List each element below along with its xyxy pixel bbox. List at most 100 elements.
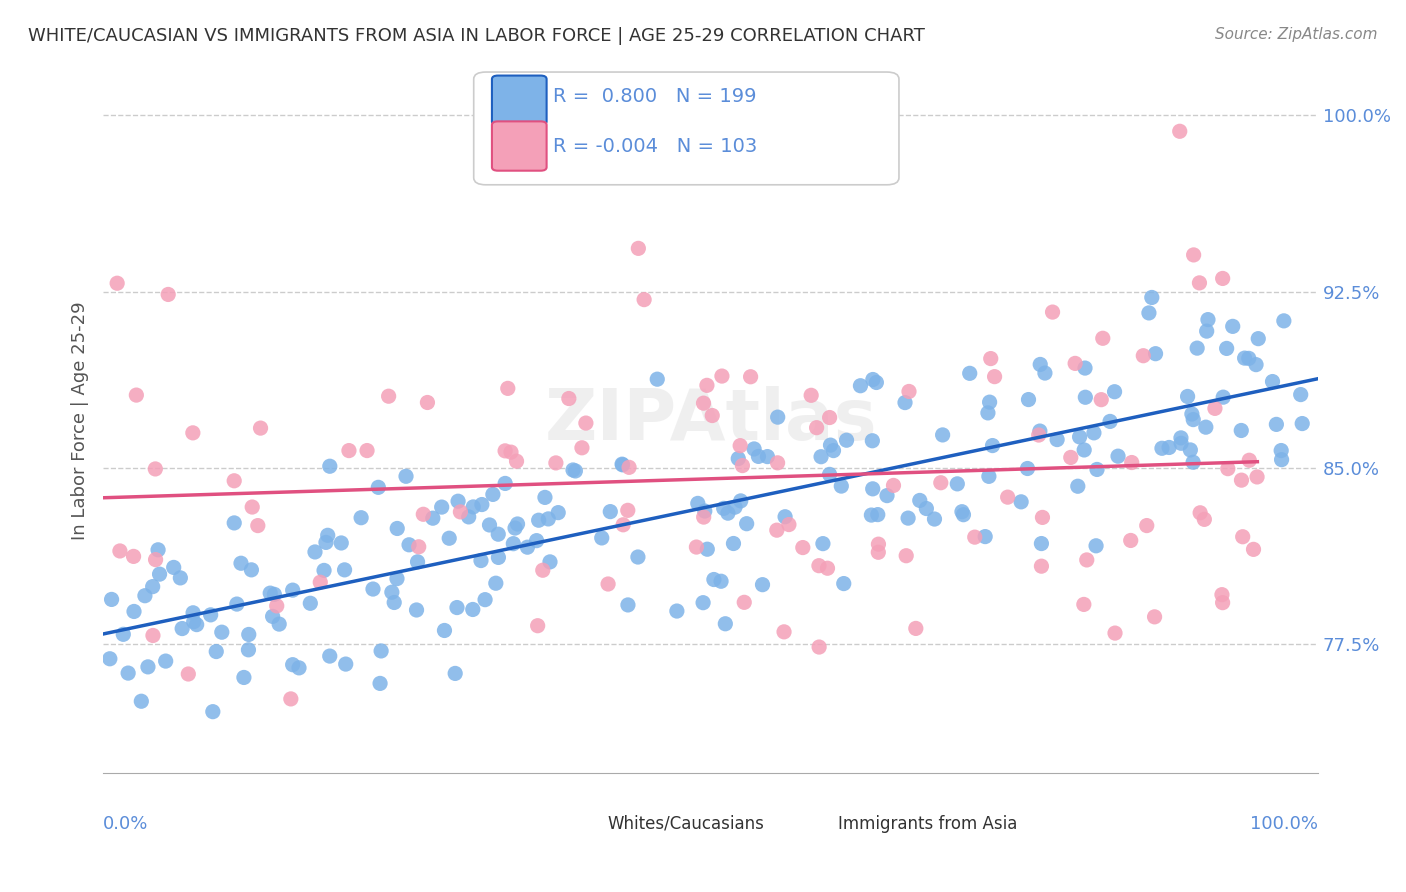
Point <box>309 575 332 590</box>
Point <box>617 598 640 612</box>
Point <box>367 480 389 494</box>
Point <box>806 420 828 434</box>
Point <box>315 535 337 549</box>
Point <box>1182 455 1205 469</box>
Point <box>1194 512 1216 526</box>
Point <box>766 410 789 425</box>
FancyBboxPatch shape <box>492 121 547 170</box>
Point <box>1085 462 1108 476</box>
Point <box>1272 314 1295 328</box>
Point <box>263 587 285 601</box>
Point <box>610 457 633 471</box>
Point <box>1107 449 1129 463</box>
Point <box>714 616 737 631</box>
Point <box>1180 442 1202 457</box>
Point <box>1270 443 1292 458</box>
Point <box>1233 351 1256 365</box>
Point <box>506 516 529 531</box>
Point <box>381 585 404 599</box>
Point <box>368 676 391 690</box>
Point <box>1237 351 1260 366</box>
Point <box>526 533 548 548</box>
Point <box>157 287 180 301</box>
Point <box>950 505 973 519</box>
Point <box>558 392 581 406</box>
Point <box>246 518 269 533</box>
Point <box>1222 319 1244 334</box>
Point <box>627 241 650 255</box>
Point <box>131 694 153 708</box>
Point <box>702 409 724 423</box>
Point <box>1074 361 1097 376</box>
Point <box>713 501 735 516</box>
Point <box>733 595 755 609</box>
Point <box>201 705 224 719</box>
Point <box>485 576 508 591</box>
Point <box>1195 324 1218 338</box>
Point <box>125 388 148 402</box>
Point <box>1291 417 1313 431</box>
Point <box>1185 341 1208 355</box>
Point <box>449 505 471 519</box>
Point <box>832 576 855 591</box>
Point <box>463 500 485 514</box>
Point <box>562 463 585 477</box>
Point <box>1261 375 1284 389</box>
Point <box>1211 588 1233 602</box>
Point <box>591 531 613 545</box>
Point <box>1029 358 1052 372</box>
Point <box>224 474 246 488</box>
Point <box>808 640 831 654</box>
Point <box>240 563 263 577</box>
Point <box>471 498 494 512</box>
Point <box>503 521 526 535</box>
Point <box>862 372 884 386</box>
Point <box>1076 553 1098 567</box>
Point <box>163 560 186 574</box>
Point <box>1159 441 1181 455</box>
Point <box>136 660 159 674</box>
FancyBboxPatch shape <box>548 810 599 838</box>
Point <box>977 469 1000 483</box>
Point <box>807 558 830 573</box>
Point <box>692 396 714 410</box>
Point <box>238 642 260 657</box>
Point <box>547 506 569 520</box>
Point <box>1067 479 1090 493</box>
Point <box>692 596 714 610</box>
Point <box>1104 384 1126 399</box>
Point <box>997 490 1019 504</box>
Point <box>766 456 789 470</box>
Point <box>756 450 779 464</box>
Point <box>860 434 883 448</box>
Point <box>482 487 505 501</box>
Point <box>830 479 852 493</box>
Point <box>269 617 291 632</box>
Text: 100.0%: 100.0% <box>1250 815 1319 833</box>
Point <box>266 599 288 613</box>
Point <box>146 542 169 557</box>
Point <box>148 567 170 582</box>
Point <box>538 555 561 569</box>
Point <box>134 589 156 603</box>
Point <box>596 577 619 591</box>
Point <box>1177 389 1199 403</box>
Point <box>98 652 121 666</box>
Point <box>474 592 496 607</box>
Point <box>238 627 260 641</box>
Point <box>1083 425 1105 440</box>
Point <box>835 434 858 448</box>
Point <box>470 553 492 567</box>
Point <box>1031 510 1053 524</box>
Point <box>740 369 762 384</box>
Point <box>773 624 796 639</box>
Point <box>1215 342 1237 356</box>
Point <box>169 571 191 585</box>
Point <box>811 536 834 550</box>
Point <box>1099 414 1122 428</box>
Point <box>685 540 707 554</box>
Point <box>773 509 796 524</box>
Point <box>983 369 1005 384</box>
Point <box>1230 424 1253 438</box>
Point <box>377 389 399 403</box>
